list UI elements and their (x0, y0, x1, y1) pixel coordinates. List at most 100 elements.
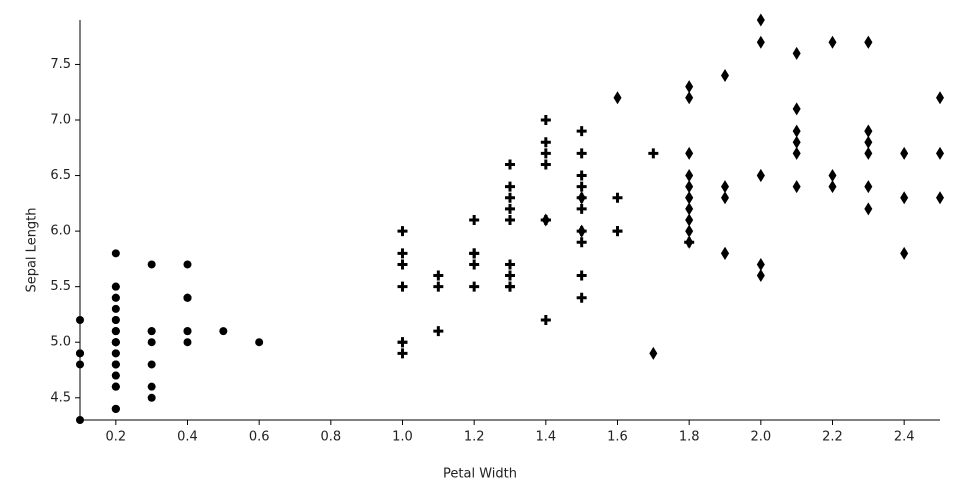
point (111, 316, 120, 324)
point (792, 180, 801, 194)
point (183, 327, 192, 336)
point (612, 192, 623, 203)
point (183, 338, 192, 347)
point (721, 180, 729, 194)
point (685, 180, 694, 194)
point (649, 346, 658, 360)
x-tick-label: 0.8 (320, 430, 341, 445)
x-tick-label: 0.6 (249, 430, 270, 445)
y-axis-label: Sepal Length (25, 207, 40, 292)
point (756, 169, 765, 183)
point (540, 159, 551, 170)
point (756, 257, 765, 271)
point (111, 349, 120, 358)
point (76, 416, 84, 424)
x-tick-label: 2.4 (894, 430, 915, 445)
point (505, 159, 515, 170)
x-tick-label: 0.2 (105, 430, 126, 445)
point (397, 337, 408, 348)
point (76, 349, 84, 358)
point (577, 224, 586, 238)
point (111, 282, 120, 291)
point (183, 260, 192, 269)
point (111, 371, 120, 380)
point (469, 259, 480, 270)
point (505, 192, 515, 203)
point (936, 146, 944, 160)
point (828, 169, 837, 183)
point (685, 91, 694, 105)
point (721, 69, 729, 83)
point (864, 135, 873, 149)
point (433, 326, 444, 337)
point (936, 191, 944, 205)
point (792, 46, 801, 60)
point (76, 316, 84, 324)
point (469, 248, 480, 259)
point (255, 338, 264, 347)
x-tick-label: 1.0 (392, 430, 413, 445)
point (505, 203, 515, 214)
point (756, 13, 765, 27)
point (111, 293, 120, 302)
point (612, 226, 623, 237)
y-tick-label: 6.0 (50, 224, 71, 239)
point (900, 146, 909, 160)
point (900, 191, 909, 205)
x-axis-label: Petal Width (443, 467, 517, 482)
y-tick-label: 5.5 (50, 279, 71, 294)
point (147, 382, 156, 391)
point (864, 146, 873, 160)
point (397, 281, 408, 292)
point (576, 170, 587, 181)
point (792, 124, 801, 138)
point (397, 248, 408, 259)
point (576, 181, 587, 192)
point (577, 191, 586, 205)
point (900, 246, 909, 260)
point (540, 115, 551, 125)
point (505, 270, 515, 281)
point (147, 393, 156, 402)
point (721, 246, 729, 260)
x-tick-label: 1.2 (464, 430, 485, 445)
point (792, 146, 801, 160)
point (111, 327, 120, 336)
point (147, 360, 156, 369)
point (685, 169, 694, 183)
point (397, 348, 408, 359)
point (685, 191, 694, 205)
point (433, 281, 444, 292)
point (469, 215, 480, 225)
point (397, 226, 408, 237)
point (505, 215, 515, 225)
point (685, 202, 694, 216)
point (648, 148, 659, 159)
x-tick-label: 0.4 (177, 430, 198, 445)
x-tick-label: 1.8 (679, 430, 700, 445)
point (828, 180, 837, 194)
point (397, 259, 408, 270)
point (219, 327, 228, 336)
y-tick-label: 5.0 (50, 335, 71, 350)
y-tick-label: 7.5 (50, 57, 71, 72)
point (685, 146, 694, 160)
point (864, 35, 873, 49)
point (183, 293, 192, 302)
y-tick-label: 7.0 (50, 113, 71, 128)
point (721, 191, 729, 205)
point (505, 281, 515, 292)
y-tick-label: 6.5 (50, 168, 71, 183)
point (613, 91, 622, 105)
point (111, 249, 120, 258)
point (111, 338, 120, 347)
point (685, 213, 694, 227)
x-tick-label: 2.0 (750, 430, 771, 445)
point (111, 382, 120, 391)
point (433, 270, 444, 281)
point (505, 181, 515, 192)
point (576, 292, 587, 303)
point (76, 360, 84, 369)
point (541, 213, 550, 227)
